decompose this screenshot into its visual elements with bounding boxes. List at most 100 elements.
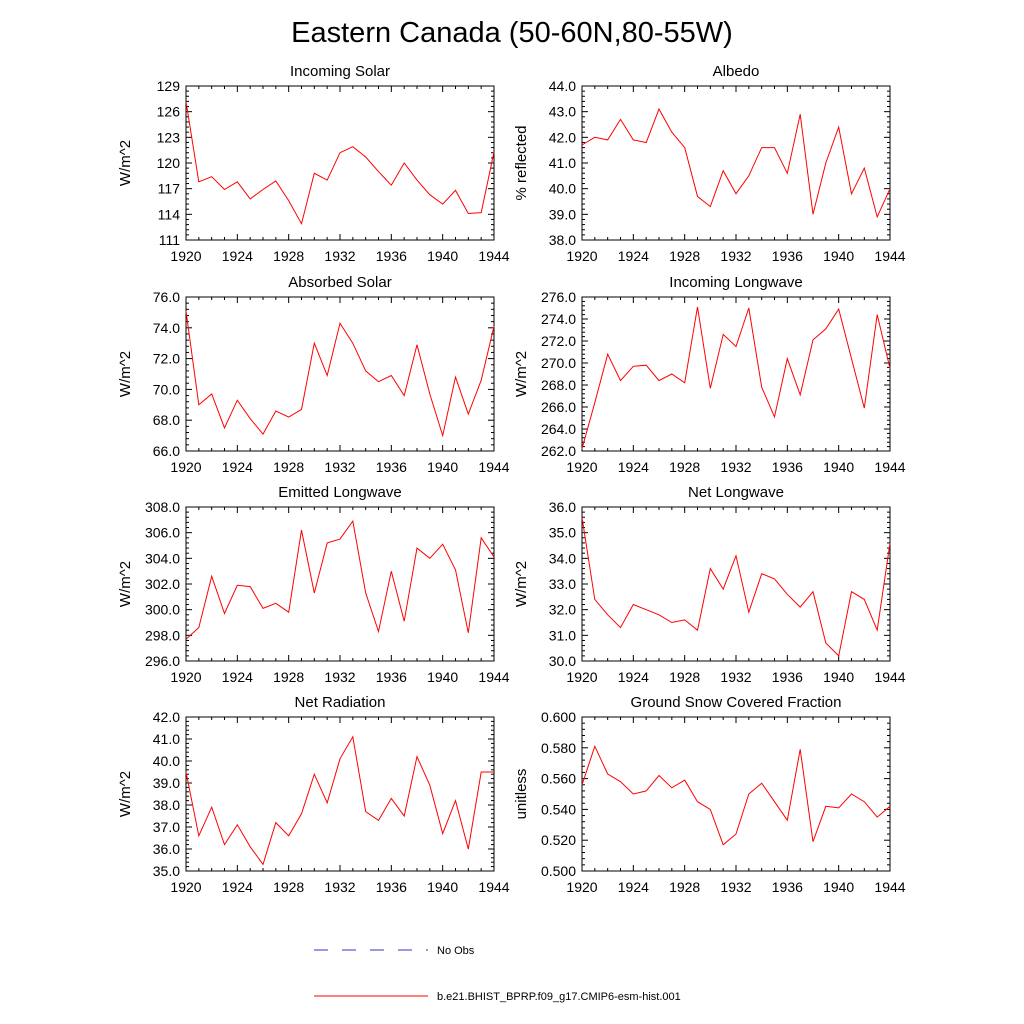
y-tick-label: 304.0 <box>145 550 180 566</box>
x-tick-label: 1920 <box>566 879 597 895</box>
x-tick-label: 1936 <box>376 459 407 475</box>
x-tick-label: 1924 <box>618 248 649 264</box>
y-tick-label: 270.0 <box>541 355 576 371</box>
x-tick-label: 1944 <box>874 248 905 264</box>
x-tick-label: 1940 <box>427 248 458 264</box>
y-axis-label: % reflected <box>513 125 530 200</box>
y-tick-label: 266.0 <box>541 399 576 415</box>
y-tick-label: 41.0 <box>549 155 576 171</box>
x-tick-label: 1944 <box>874 669 905 685</box>
y-tick-label: 32.0 <box>549 602 576 618</box>
x-tick-label: 1944 <box>478 459 509 475</box>
x-tick-label: 1928 <box>669 879 700 895</box>
plot-frame <box>581 296 891 452</box>
panel-incoming-longwave: 1920 1924 1928 1932 1936 1940 1944 262.0 264.0 26… <box>513 274 906 475</box>
y-tick-label: 298.0 <box>145 627 180 643</box>
y-tick-label: 272.0 <box>541 333 576 349</box>
y-tick-label: 274.0 <box>541 311 576 327</box>
y-axis-label: W/m^2 <box>513 561 530 607</box>
x-tick-label: 1928 <box>273 879 304 895</box>
y-tick-label: 38.0 <box>153 797 180 813</box>
x-tick-label: 1936 <box>376 669 407 685</box>
x-tick-label: 1924 <box>222 459 253 475</box>
x-tick-label: 1944 <box>478 248 509 264</box>
x-tick-label: 1920 <box>170 879 201 895</box>
panel-net-longwave: 1920 1924 1928 1932 1936 1940 1944 30.0 31.0 32.0… <box>513 484 906 685</box>
y-tick-label: 42.0 <box>153 709 180 725</box>
panel-title: Incoming Longwave <box>669 274 802 291</box>
x-tick-label: 1936 <box>772 669 803 685</box>
series-line-albedo <box>581 107 891 219</box>
x-tick-label: 1940 <box>823 879 854 895</box>
plot-frame <box>185 85 495 241</box>
series-line-incoming-solar <box>185 101 495 226</box>
panel-ground-snow-covered-fraction: 1920 1924 1928 1932 1936 1940 1944 0.500 0.520 0.… <box>513 694 906 895</box>
x-tick-label: 1920 <box>170 669 201 685</box>
x-tick-label: 1940 <box>823 669 854 685</box>
plot-frame <box>581 716 891 872</box>
x-tick-label: 1928 <box>273 669 304 685</box>
y-tick-label: 276.0 <box>541 289 576 305</box>
y-tick-label: 36.0 <box>549 499 576 515</box>
plot-frame <box>185 296 495 452</box>
x-tick-label: 1936 <box>376 248 407 264</box>
x-tick-label: 1932 <box>720 459 751 475</box>
legend-model-run-label: b.e21.BHIST_BPRP.f09_g17.CMIP6-esm-hist.… <box>437 991 681 1003</box>
y-tick-label: 35.0 <box>153 863 180 879</box>
y-tick-label: 117 <box>158 181 181 197</box>
series-line-net-radiation <box>185 735 494 866</box>
y-tick-label: 0.520 <box>541 832 576 848</box>
y-tick-label: 0.500 <box>541 863 576 879</box>
legend: No Obs b.e21.BHIST_BPRP.f09_g17.CMIP6-es… <box>314 945 681 1003</box>
y-axis-label: unitless <box>513 769 530 820</box>
x-tick-label: 1928 <box>669 248 700 264</box>
figure-title: Eastern Canada (50-60N,80-55W) <box>291 17 733 49</box>
y-tick-label: 123 <box>157 129 181 145</box>
y-tick-label: 268.0 <box>541 377 576 393</box>
x-tick-label: 1924 <box>618 459 649 475</box>
y-tick-label: 38.0 <box>549 232 576 248</box>
y-axis-label: W/m^2 <box>117 140 134 186</box>
x-tick-label: 1932 <box>720 669 751 685</box>
x-tick-label: 1920 <box>566 459 597 475</box>
panel-title: Net Longwave <box>688 484 784 501</box>
x-tick-label: 1940 <box>427 459 458 475</box>
x-tick-label: 1940 <box>823 248 854 264</box>
y-tick-label: 66.0 <box>153 443 180 459</box>
y-tick-label: 0.580 <box>541 740 576 756</box>
y-tick-label: 0.560 <box>541 771 576 787</box>
x-tick-label: 1932 <box>720 879 751 895</box>
series-line-net-longwave <box>581 517 891 657</box>
series-line-incoming-longwave <box>581 306 891 449</box>
panel-albedo: 1920 1924 1928 1932 1936 1940 1944 38.0 39.0 40.0… <box>513 63 906 264</box>
y-tick-label: 34.0 <box>549 550 576 566</box>
y-tick-label: 39.0 <box>153 775 180 791</box>
x-tick-label: 1932 <box>720 248 751 264</box>
x-tick-label: 1932 <box>324 669 355 685</box>
panel-title: Albedo <box>713 63 760 80</box>
x-tick-label: 1944 <box>478 669 509 685</box>
x-tick-label: 1928 <box>669 669 700 685</box>
panel-emitted-longwave: 1920 1924 1928 1932 1936 1940 1944 296.0 298.0 30… <box>117 484 510 685</box>
x-tick-label: 1940 <box>427 879 458 895</box>
x-tick-label: 1944 <box>874 459 905 475</box>
y-tick-label: 129 <box>157 78 181 94</box>
y-tick-label: 37.0 <box>153 819 180 835</box>
x-tick-label: 1924 <box>222 669 253 685</box>
plot-frame <box>581 85 891 241</box>
x-tick-label: 1920 <box>566 248 597 264</box>
panel-title: Ground Snow Covered Fraction <box>631 694 842 711</box>
x-tick-label: 1920 <box>170 248 201 264</box>
y-tick-label: 40.0 <box>153 753 180 769</box>
y-tick-label: 114 <box>158 206 181 222</box>
x-tick-label: 1944 <box>478 879 509 895</box>
y-axis-label: W/m^2 <box>513 351 530 397</box>
y-tick-label: 120 <box>157 155 181 171</box>
x-tick-label: 1936 <box>772 459 803 475</box>
x-tick-label: 1936 <box>772 248 803 264</box>
y-tick-label: 30.0 <box>549 653 576 669</box>
x-tick-label: 1932 <box>324 248 355 264</box>
y-tick-label: 308.0 <box>145 499 180 515</box>
y-tick-label: 111 <box>159 232 180 248</box>
